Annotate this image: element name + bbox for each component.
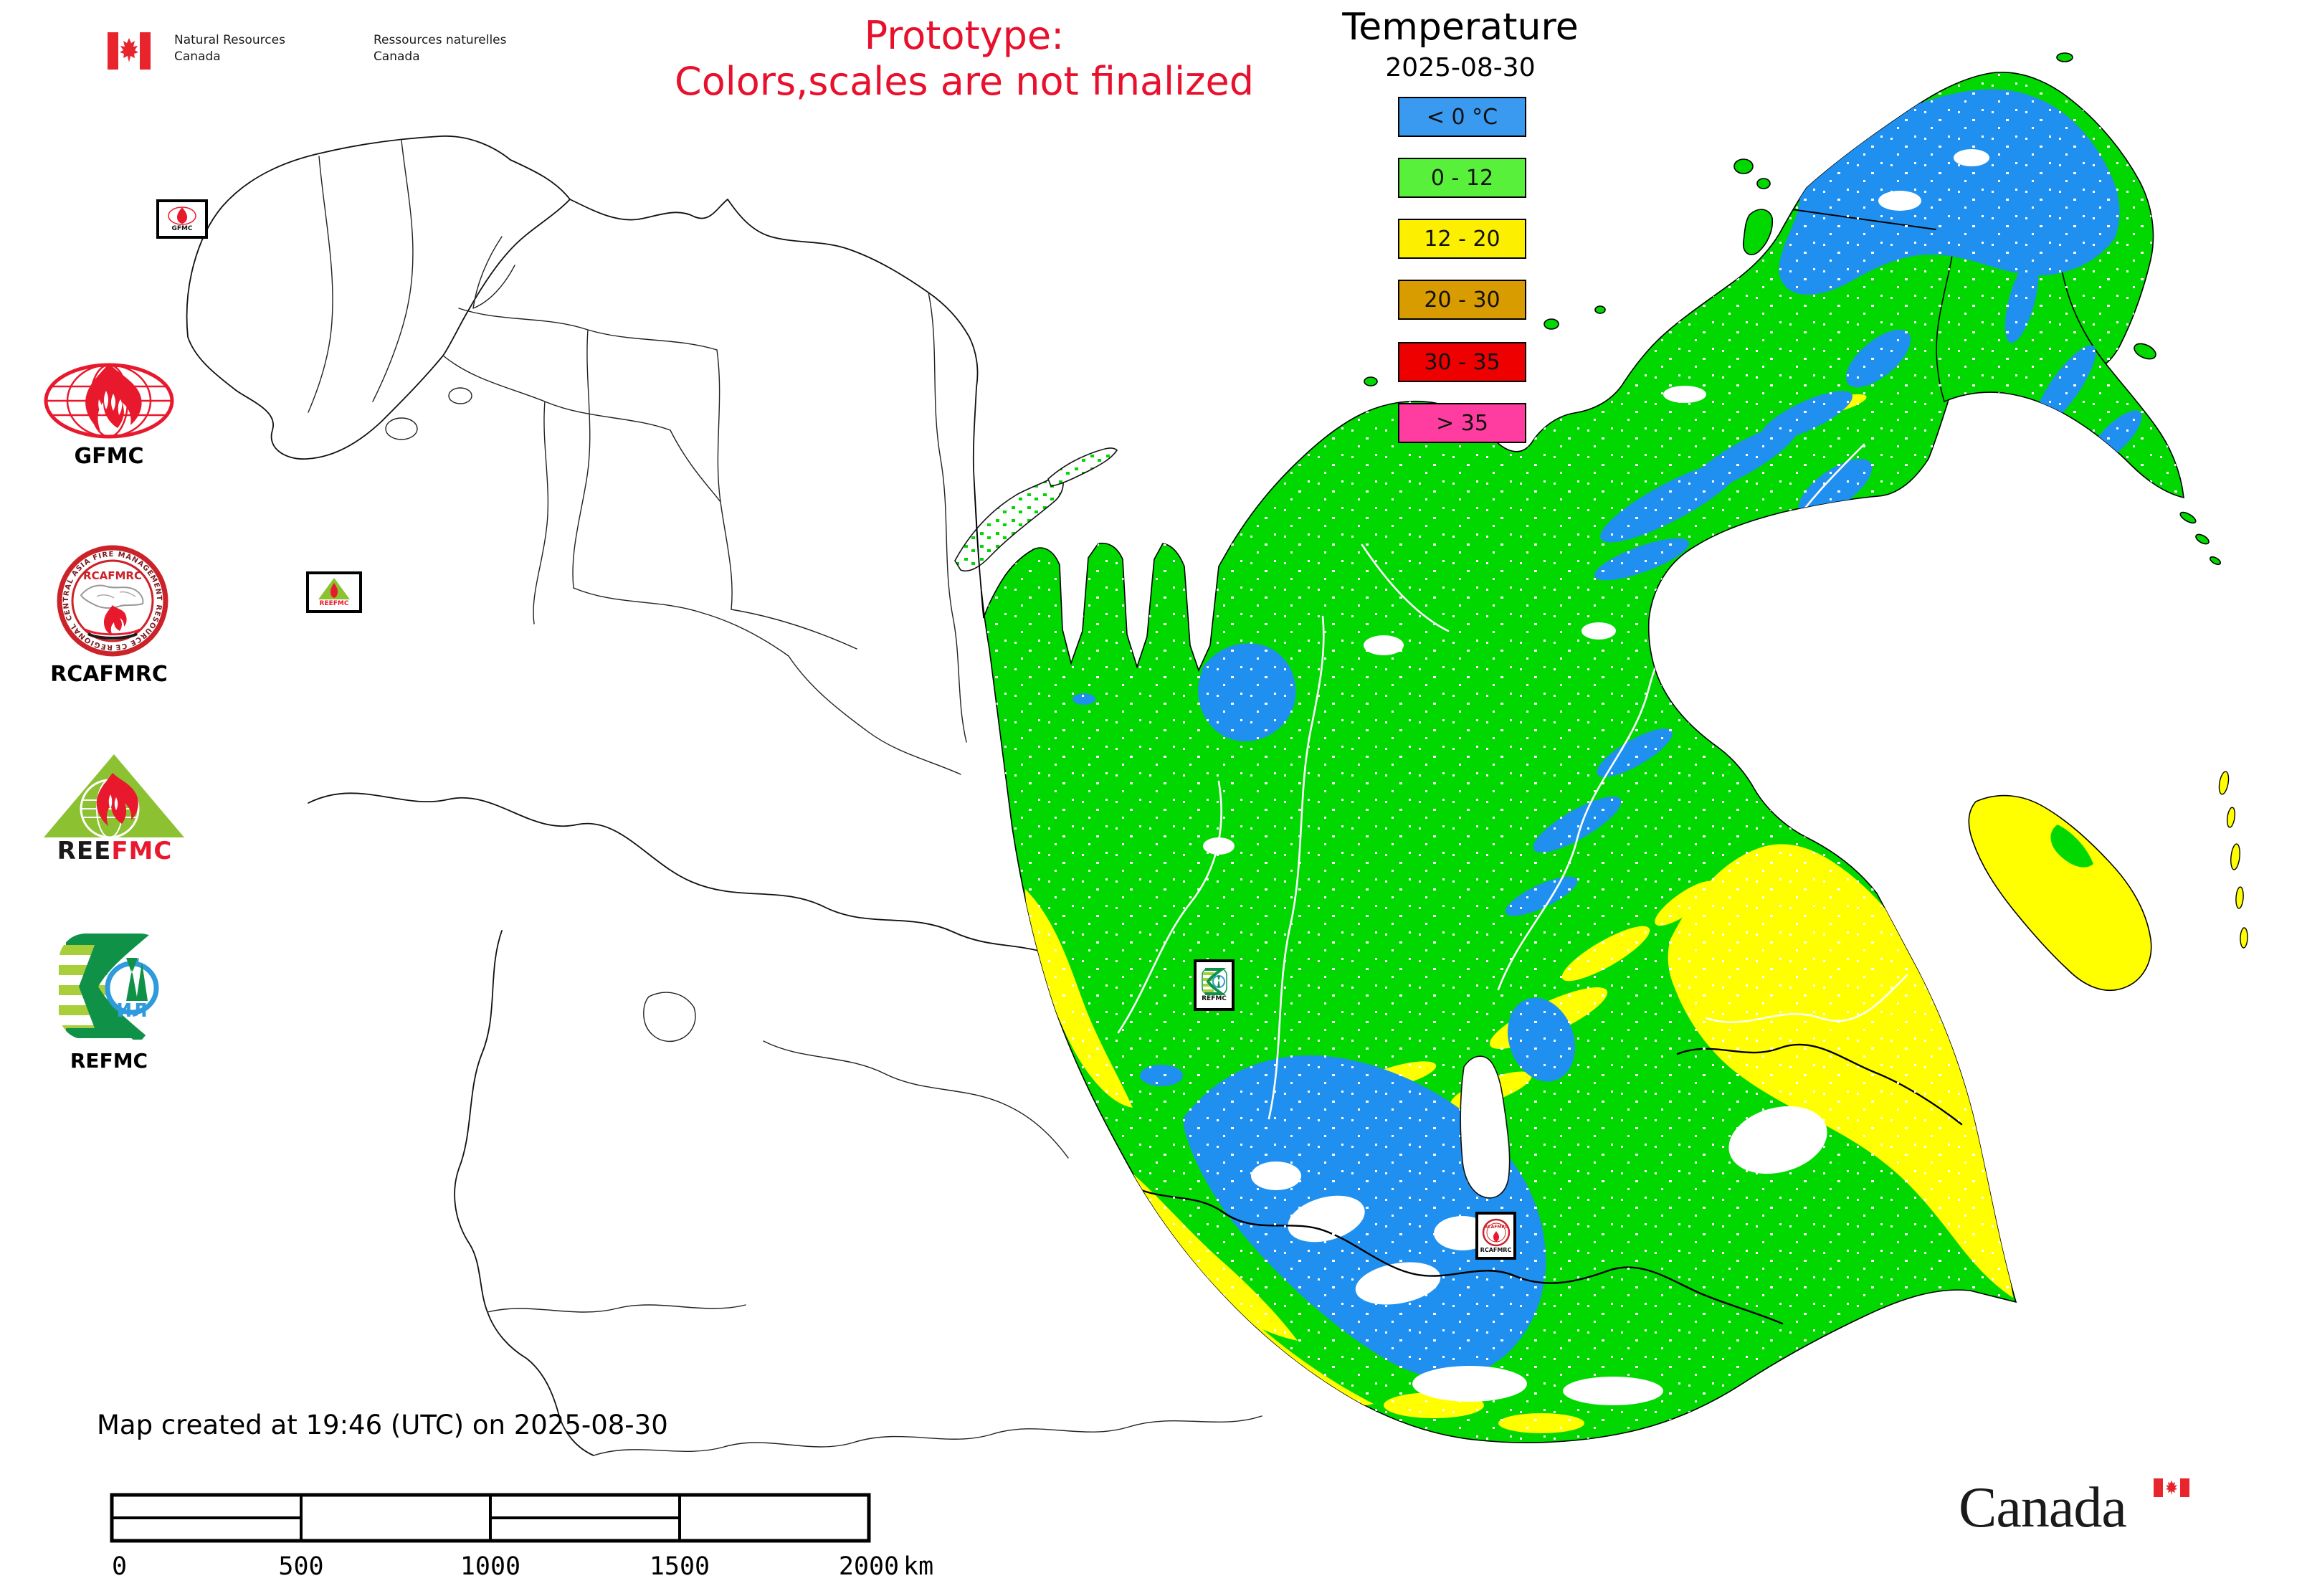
gfmc-label: GFMC <box>74 444 144 469</box>
map-marker-reefmc: REEFMC <box>306 571 362 613</box>
raster <box>954 52 2248 1443</box>
scale-unit: km <box>903 1552 933 1581</box>
reefmc-word-black: REE <box>57 837 112 865</box>
canada-wordmark-text: Canada <box>1959 1476 2127 1539</box>
dept-en-line2: Canada <box>174 49 221 64</box>
legend-label: < 0 °C <box>1399 98 1525 136</box>
map-marker-gfmc: GFMC <box>156 199 208 239</box>
legend-item-30-35: 30 - 35 <box>1398 342 1526 382</box>
marker-label: RCAFMRC <box>1480 1246 1512 1253</box>
map-marker-refmc: REFMC <box>1194 959 1235 1011</box>
reefmc-wordmark: REEFMC <box>29 837 201 865</box>
notice-line1: Prototype: <box>864 13 1065 58</box>
dept-name-en: Natural Resources Canada <box>174 32 285 75</box>
kuril-islands <box>2218 771 2248 949</box>
marker-label: REEFMC <box>319 600 349 607</box>
legend-item-20-30: 20 - 30 <box>1398 280 1526 320</box>
marker-label: REFMC <box>1202 995 1227 1002</box>
canada-wordmark: Canada <box>1959 1476 2260 1562</box>
canada-flag-icon <box>108 32 151 70</box>
scale-tick-1000: 1000 <box>460 1552 520 1581</box>
scale-tick-1500: 1500 <box>650 1552 710 1581</box>
legend-item-12-20: 12 - 20 <box>1398 219 1526 259</box>
svg-text:RCAFMRC: RCAFMRC <box>1484 1225 1508 1230</box>
legend-label: 20 - 30 <box>1399 281 1525 318</box>
gfmc-logo <box>44 363 174 439</box>
legend-date: 2025-08-30 <box>1385 53 1536 82</box>
refmc-logo: ИЛ <box>59 934 167 1040</box>
reefmc-mini-icon <box>318 578 350 599</box>
legend-title: Temperature <box>1342 6 1579 49</box>
legend-label: 12 - 20 <box>1399 220 1525 257</box>
rcafmrc-mini-icon: RCAFMRC <box>1482 1218 1510 1246</box>
header-signature: Natural Resources Canada Ressources natu… <box>108 32 609 75</box>
lake-baikal <box>1460 1055 1511 1199</box>
notice-line2: Colors,scales are not finalized <box>675 59 1254 104</box>
legend-label: 30 - 35 <box>1399 343 1525 381</box>
legend-panel: Temperature 2025-08-30 < 0 °C 0 - 12 12 … <box>1335 6 1586 465</box>
marker-label: GFMC <box>171 224 193 232</box>
gfmc-mini-icon <box>168 206 196 225</box>
scale-tick-2000: 2000 <box>839 1552 899 1581</box>
legend-label: > 35 <box>1399 404 1525 442</box>
scale-tick-500: 500 <box>278 1552 323 1581</box>
refmc-label: REFMC <box>70 1049 148 1073</box>
map-created-text: Map created at 19:46 (UTC) on 2025-08-30 <box>97 1410 668 1440</box>
dept-fr-line2: Canada <box>373 49 420 64</box>
rcafmrc-inner-text: RCAFMRC <box>83 569 142 582</box>
reefmc-word-red: FMC <box>111 837 173 865</box>
dept-en-line1: Natural Resources <box>174 33 285 47</box>
scale-bar: 0 500 1000 1500 2000 km <box>110 1493 933 1581</box>
scale-tick-0: 0 <box>112 1552 127 1581</box>
refmc-inner-text: ИЛ <box>116 1000 147 1022</box>
dept-fr-line1: Ressources naturelles <box>373 33 507 47</box>
wordmark-flag-icon <box>2154 1478 2189 1497</box>
legend-item-0-12: 0 - 12 <box>1398 158 1526 198</box>
legend-item-gt35: > 35 <box>1398 403 1526 443</box>
legend-item-lt0: < 0 °C <box>1398 97 1526 137</box>
dept-name-fr: Ressources naturelles Canada <box>374 32 507 75</box>
west-outlines <box>186 136 1262 1456</box>
map-marker-rcafmrc: RCAFMRC RCAFMRC <box>1475 1212 1516 1260</box>
reefmc-logo <box>44 754 184 839</box>
rcafmrc-label: RCAFMRC <box>50 662 168 687</box>
prototype-notice: Prototype: Colors,scales are not finaliz… <box>670 13 1258 105</box>
legend-label: 0 - 12 <box>1399 159 1525 196</box>
rcafmrc-logo: REGIONAL CENTRAL ASIA FIRE MANAGEMENT RE… <box>57 545 168 657</box>
sakhalin-island <box>1968 794 2152 992</box>
refmc-mini-icon <box>1201 968 1227 995</box>
